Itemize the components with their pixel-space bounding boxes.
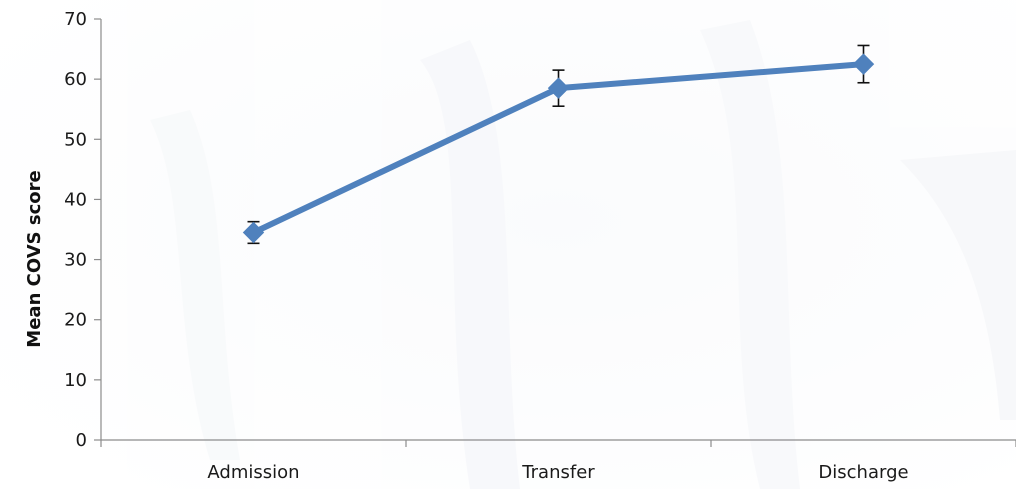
y-tick-label: 70 [64, 9, 87, 30]
x-axis-ticks: Admission Transfer Discharge [100, 440, 1016, 483]
y-tick-label: 0 [76, 430, 87, 451]
x-tick-label: Transfer [521, 462, 595, 483]
x-tick-label: Admission [207, 462, 299, 483]
y-tick-label: 50 [64, 129, 87, 150]
series-group [242, 44, 875, 245]
y-tick-label: 60 [64, 69, 87, 90]
y-tick-label: 40 [64, 189, 87, 210]
data-point-marker [547, 77, 570, 99]
y-tick-label: 20 [64, 310, 87, 331]
data-point-marker [852, 53, 875, 75]
y-tick-label: 10 [64, 370, 87, 391]
data-point-marker [242, 221, 265, 244]
y-tick-label: 30 [64, 250, 87, 271]
x-tick-label: Discharge [818, 462, 908, 483]
axes [100, 19, 1016, 441]
y-axis-title: Mean COVS score [24, 170, 45, 347]
y-axis-ticks: 0 10 20 30 40 50 60 70 [64, 9, 101, 451]
